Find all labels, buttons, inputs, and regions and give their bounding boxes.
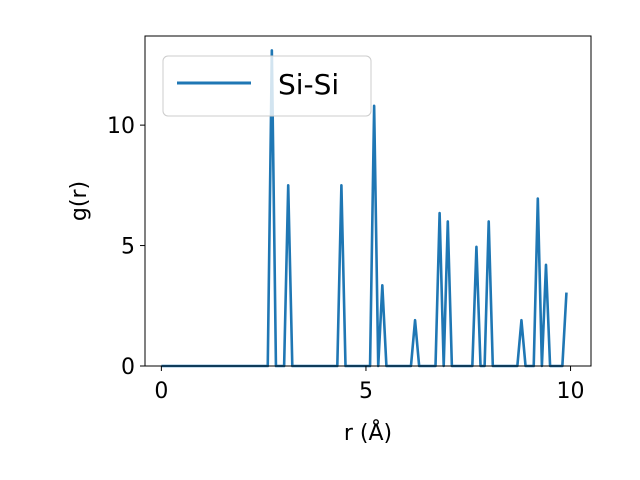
y-axis-label: g(r) bbox=[67, 181, 92, 221]
x-axis-label: r (Å) bbox=[344, 419, 392, 446]
y-tick-label: 5 bbox=[121, 235, 135, 260]
y-tick-label: 0 bbox=[121, 355, 135, 380]
x-axis-ticks: 0 5 10 bbox=[154, 366, 585, 404]
legend-box bbox=[162, 55, 372, 117]
x-tick-label: 10 bbox=[557, 379, 585, 404]
y-tick-label: 10 bbox=[107, 114, 135, 139]
legend: Si-Si bbox=[162, 55, 372, 117]
plot-area-frame bbox=[144, 35, 592, 367]
x-tick-label: 5 bbox=[359, 379, 373, 404]
y-axis-ticks: 0 5 10 bbox=[107, 114, 145, 380]
x-tick-label: 0 bbox=[154, 379, 168, 404]
legend-label-si-si: Si-Si bbox=[278, 68, 339, 101]
